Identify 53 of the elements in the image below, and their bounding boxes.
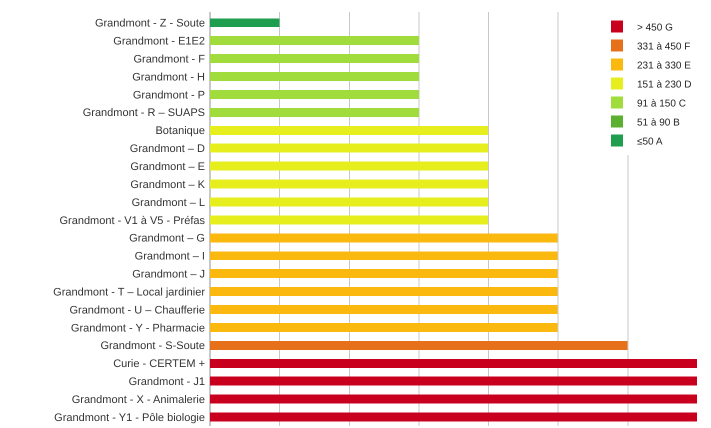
legend-label: > 450 G: [637, 22, 674, 34]
y-tick-label: Grandmont – I: [134, 250, 205, 263]
bar: [210, 126, 488, 135]
legend-label: 331 à 450 F: [637, 41, 690, 52]
y-tick-label: Grandmont – L: [132, 196, 205, 209]
legend-label: 231 à 330 E: [637, 60, 692, 72]
y-tick-label: Grandmont - R – SUAPS: [82, 107, 205, 120]
bar: [210, 233, 558, 242]
y-tick-label: Botanique: [155, 125, 205, 138]
y-tick-label: Grandmont – G: [129, 232, 205, 245]
bar: [210, 90, 419, 99]
y-tick-label: Grandmont - Z - Soute: [94, 18, 205, 30]
legend-label: 91 à 150 C: [637, 98, 686, 110]
bar: [210, 54, 419, 64]
y-tick-label: Grandmont - Y1 - Pôle biologie: [54, 412, 205, 424]
y-tick-label: Grandmont – K: [130, 178, 206, 191]
y-tick-label: Grandmont – E: [130, 160, 205, 173]
bar: [210, 394, 697, 404]
y-tick-label: Grandmont - F: [133, 53, 206, 66]
bar: [210, 215, 488, 224]
bar: [210, 322, 558, 332]
bar: [210, 340, 628, 350]
y-tick-label: Grandmont - P: [132, 89, 205, 102]
bar: [210, 36, 419, 46]
bar: [210, 197, 488, 206]
bar: [210, 287, 558, 296]
bar: [210, 162, 488, 171]
bar: [210, 305, 558, 314]
bar: [210, 108, 419, 117]
bar: [210, 358, 697, 368]
y-tick-label: Grandmont - Y - Pharmacie: [70, 322, 205, 334]
legend-label: 51 à 90 B: [637, 117, 680, 128]
bar: [210, 269, 558, 278]
y-tick-label: Grandmont - U – Chaufferie: [69, 304, 205, 316]
y-tick-label: Grandmont - E1E2: [113, 36, 205, 48]
bar: [210, 251, 558, 260]
bar: [210, 72, 419, 81]
y-tick-label: Grandmont - H: [132, 71, 206, 84]
legend-label: ≤50 A: [637, 136, 663, 148]
y-tick-label: Grandmont – D: [130, 143, 206, 156]
y-tick-label: Grandmont – J: [132, 268, 205, 281]
y-tick-label: Grandmont - V1 à V5 - Préfas: [59, 214, 206, 227]
bar: [210, 412, 697, 422]
y-tick-label: Grandmont - T – Local jardinier: [53, 286, 206, 298]
bar: [210, 376, 697, 386]
y-tick-label: Grandmont - X - Animalerie: [72, 394, 205, 406]
bar: [210, 180, 488, 189]
y-tick-label: Grandmont - J1: [128, 376, 205, 388]
legend-label: 151 à 230 D: [637, 79, 692, 90]
y-tick-label: Grandmont - S-Soute: [100, 340, 205, 352]
y-tick-label: Curie - CERTEM +: [113, 358, 205, 370]
bar: [210, 144, 488, 153]
bar: [210, 18, 280, 28]
